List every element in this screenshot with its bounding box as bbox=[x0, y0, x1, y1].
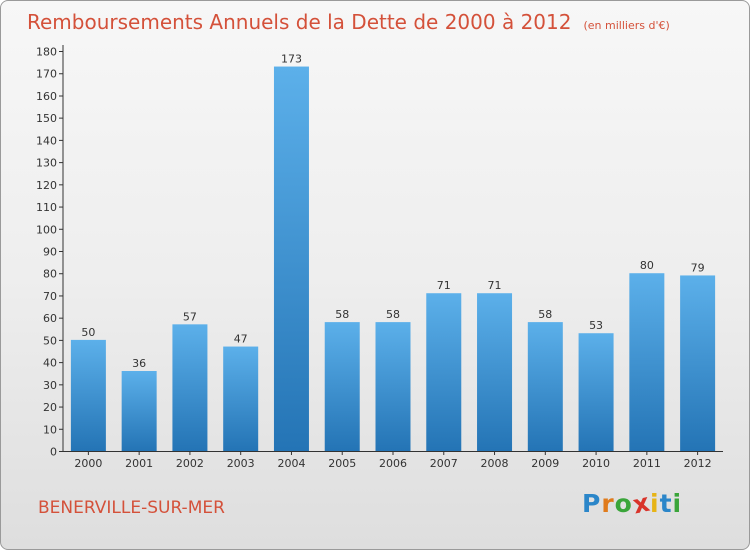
bar-2002 bbox=[172, 324, 208, 451]
y-tick-label: 90 bbox=[43, 246, 57, 259]
y-tick-label: 70 bbox=[43, 290, 57, 303]
bar-2003 bbox=[223, 346, 259, 451]
value-label-2010: 53 bbox=[589, 319, 603, 332]
value-label-2006: 58 bbox=[386, 308, 400, 321]
logo-letter: i bbox=[650, 489, 660, 518]
chart-title-text: Remboursements Annuels de la Dette de 20… bbox=[27, 10, 572, 34]
logo-letter: t bbox=[659, 489, 673, 518]
x-axis: 2000 2001 2002 2003 2004 2005 2006 2007 2008 2009… bbox=[63, 451, 723, 470]
x-tick-label-2001: 2001 bbox=[125, 457, 153, 470]
bar-2000 bbox=[70, 339, 106, 451]
bar-2005 bbox=[324, 322, 360, 451]
y-tick-label: 130 bbox=[36, 157, 57, 170]
y-tick-label: 110 bbox=[36, 201, 57, 214]
x-tick-label-2002: 2002 bbox=[176, 457, 204, 470]
chart-subtitle: (en milliers d'€) bbox=[583, 19, 670, 32]
logo-letter: i bbox=[672, 489, 683, 518]
y-tick-label: 50 bbox=[43, 334, 57, 347]
x-tick-label-2000: 2000 bbox=[74, 457, 102, 470]
bar-2010 bbox=[578, 333, 614, 451]
value-label-2005: 58 bbox=[335, 308, 349, 321]
x-tick-label-2004: 2004 bbox=[277, 457, 305, 470]
y-tick-label: 140 bbox=[36, 134, 57, 147]
value-label-2003: 47 bbox=[234, 333, 248, 346]
bar-2008 bbox=[477, 293, 513, 451]
chart-title: Remboursements Annuels de la Dette de 20… bbox=[27, 10, 670, 34]
y-tick-label: 10 bbox=[43, 423, 57, 436]
logo-letter: P bbox=[582, 489, 602, 518]
x-tick-label-2007: 2007 bbox=[430, 457, 458, 470]
y-tick-label: 180 bbox=[36, 46, 57, 59]
bar-2004 bbox=[273, 66, 309, 452]
y-tick-label: 80 bbox=[43, 268, 57, 281]
value-label-2007: 71 bbox=[437, 279, 451, 292]
value-label-2004: 173 bbox=[281, 53, 302, 66]
x-tick-label-2003: 2003 bbox=[227, 457, 255, 470]
x-tick-label-2006: 2006 bbox=[379, 457, 407, 470]
x-tick-label-2008: 2008 bbox=[481, 457, 509, 470]
y-tick-label: 30 bbox=[43, 379, 57, 392]
value-label-2001: 36 bbox=[132, 357, 146, 370]
y-axis: 0 10 20 30 40 50 60 70 80 90 100 110 120 130 140 150 160… bbox=[36, 45, 64, 459]
town-name: BENERVILLE-SUR-MER bbox=[38, 498, 225, 518]
bar-2009 bbox=[527, 322, 563, 451]
bar-2007 bbox=[426, 293, 462, 451]
bar-2001 bbox=[121, 371, 157, 451]
x-tick-label-2009: 2009 bbox=[531, 457, 559, 470]
y-tick-label: 60 bbox=[43, 312, 57, 325]
bar-2011 bbox=[629, 273, 665, 451]
x-tick-label-2010: 2010 bbox=[582, 457, 610, 470]
y-tick-label: 100 bbox=[36, 223, 57, 236]
y-tick-label: 120 bbox=[36, 179, 57, 192]
x-tick-label-2012: 2012 bbox=[684, 457, 712, 470]
y-tick-label: 150 bbox=[36, 112, 57, 125]
bars bbox=[70, 66, 716, 452]
logo-letter: r bbox=[601, 489, 615, 518]
value-label-2009: 58 bbox=[538, 308, 552, 321]
value-label-2012: 79 bbox=[691, 261, 705, 274]
logo-letter: o bbox=[614, 489, 633, 518]
y-tick-label: 40 bbox=[43, 357, 57, 370]
bar-2006 bbox=[375, 322, 411, 451]
value-label-2008: 71 bbox=[488, 279, 502, 292]
bar-2012 bbox=[680, 275, 716, 451]
y-tick-label: 170 bbox=[36, 68, 57, 81]
value-label-2000: 50 bbox=[81, 326, 95, 339]
proxiti-logo[interactable]: Proxiti bbox=[582, 488, 683, 520]
value-label-2011: 80 bbox=[640, 259, 654, 272]
x-tick-label-2005: 2005 bbox=[328, 457, 356, 470]
value-label-2002: 57 bbox=[183, 310, 197, 323]
y-tick-label: 160 bbox=[36, 90, 57, 103]
value-labels: 50 36 57 47 173 58 58 71 71 58 53 80 79 bbox=[81, 53, 704, 370]
y-tick-label: 20 bbox=[43, 401, 57, 414]
x-tick-label-2011: 2011 bbox=[633, 457, 661, 470]
y-tick-label: 0 bbox=[50, 446, 57, 459]
